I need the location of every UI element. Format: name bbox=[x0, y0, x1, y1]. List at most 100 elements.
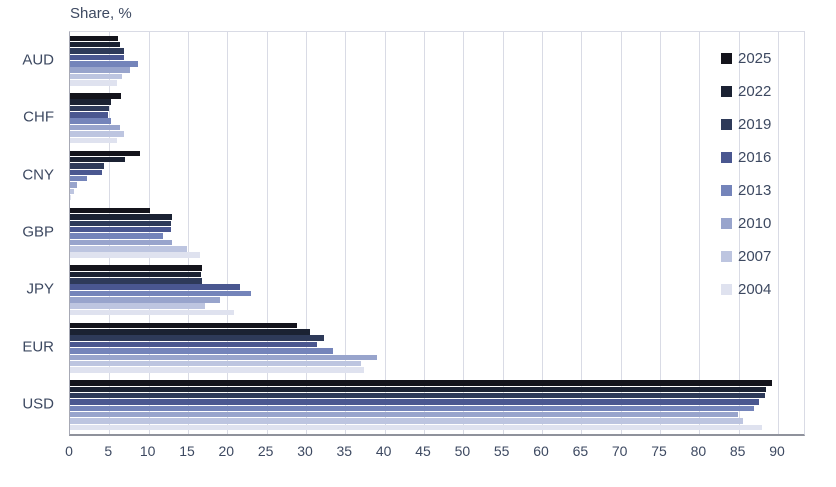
x-axis-tick-label-5: 5 bbox=[104, 443, 113, 459]
x-axis-tick-label-85: 85 bbox=[729, 443, 746, 459]
bar-chf-2010 bbox=[70, 124, 120, 131]
legend-item-2022: 2022 bbox=[721, 75, 771, 108]
x-axis-tick-label-50: 50 bbox=[454, 443, 471, 459]
gridline-40 bbox=[384, 32, 386, 434]
bar-aud-2016 bbox=[70, 54, 125, 61]
bar-cny-2007 bbox=[70, 188, 74, 195]
legend-label-2016: 2016 bbox=[738, 149, 772, 166]
bar-gbp-2010 bbox=[70, 239, 172, 246]
gridline-30 bbox=[306, 32, 307, 434]
x-axis-tick-label-90: 90 bbox=[769, 443, 785, 459]
x-axis-tick-label-15: 15 bbox=[179, 443, 195, 459]
gridline-75 bbox=[660, 32, 661, 434]
gridline-15 bbox=[188, 32, 189, 434]
gridline-65 bbox=[581, 32, 583, 434]
legend-item-2025: 2025 bbox=[721, 42, 771, 75]
bar-jpy-2004 bbox=[70, 309, 234, 316]
gridline-50 bbox=[463, 32, 465, 434]
chart-title: Share, % bbox=[70, 5, 132, 22]
legend-item-2007: 2007 bbox=[721, 240, 771, 273]
legend-label-2022: 2022 bbox=[738, 83, 772, 100]
gridline-45 bbox=[424, 32, 425, 434]
x-axis-tick-label-75: 75 bbox=[651, 443, 667, 459]
bar-usd-2019 bbox=[70, 392, 765, 399]
bar-cny-2010 bbox=[70, 182, 78, 188]
bar-chf-2025 bbox=[70, 93, 122, 99]
bar-jpy-2016 bbox=[70, 284, 240, 290]
bar-chf-2007 bbox=[70, 131, 124, 137]
bar-jpy-2013 bbox=[70, 290, 251, 297]
gridline-20 bbox=[227, 32, 229, 434]
legend: 2025 2022 2019 2016 2013 2010 2007 2004 bbox=[721, 42, 771, 306]
bar-eur-2019 bbox=[70, 335, 325, 341]
x-axis-tick-label-55: 55 bbox=[493, 443, 510, 459]
legend-label-2025: 2025 bbox=[738, 50, 772, 67]
y-axis-label-eur: EUR bbox=[22, 338, 54, 356]
x-axis-tick-label-60: 60 bbox=[533, 443, 549, 459]
bar-cny-2016 bbox=[70, 169, 102, 176]
bar-aud-2010 bbox=[70, 67, 130, 73]
legend-label-2007: 2007 bbox=[738, 248, 772, 265]
bar-eur-2010 bbox=[70, 354, 377, 361]
bar-aud-2004 bbox=[70, 80, 118, 86]
bar-cny-2022 bbox=[70, 156, 126, 163]
gridline-70 bbox=[620, 32, 622, 434]
gridline-90 bbox=[778, 32, 779, 434]
legend-swatch-2010 bbox=[721, 218, 732, 229]
legend-swatch-2004 bbox=[721, 284, 732, 295]
legend-swatch-2019 bbox=[721, 119, 732, 130]
gridline-55 bbox=[502, 32, 504, 434]
bar-eur-2025 bbox=[70, 322, 298, 329]
legend-item-2010: 2010 bbox=[721, 207, 771, 240]
bar-chf-2013 bbox=[70, 118, 111, 124]
bar-eur-2022 bbox=[70, 329, 310, 335]
x-axis-tick-label-40: 40 bbox=[375, 443, 392, 459]
legend-label-2013: 2013 bbox=[738, 182, 772, 199]
bar-gbp-2004 bbox=[70, 252, 200, 258]
y-axis-label-usd: USD bbox=[22, 395, 54, 413]
x-axis-tick-label-0: 0 bbox=[65, 443, 73, 459]
gridline-80 bbox=[699, 32, 701, 434]
legend-swatch-2013 bbox=[721, 185, 732, 196]
bar-cny-2025 bbox=[70, 150, 140, 157]
x-axis-tick-label-35: 35 bbox=[336, 443, 353, 459]
x-axis-tick-label-45: 45 bbox=[415, 443, 431, 459]
bar-chf-2022 bbox=[70, 99, 111, 105]
gridline-10 bbox=[148, 32, 150, 434]
y-axis-label-gbp: GBP bbox=[22, 223, 54, 241]
bar-jpy-2010 bbox=[70, 297, 220, 303]
gridline-25 bbox=[266, 32, 268, 434]
x-axis-tick-label-65: 65 bbox=[572, 443, 589, 459]
bar-chf-2016 bbox=[70, 112, 108, 118]
plot-area bbox=[69, 31, 805, 436]
x-axis-tick-label-30: 30 bbox=[297, 443, 313, 459]
bar-eur-2007 bbox=[70, 360, 362, 367]
bar-aud-2013 bbox=[70, 61, 138, 67]
bar-usd-2013 bbox=[70, 405, 755, 412]
bar-jpy-2019 bbox=[70, 278, 203, 284]
x-axis-tick-label-80: 80 bbox=[690, 443, 707, 459]
legend-swatch-2025 bbox=[721, 53, 732, 64]
bar-aud-2019 bbox=[70, 48, 124, 54]
bar-aud-2022 bbox=[70, 41, 121, 48]
bar-usd-2010 bbox=[70, 411, 738, 418]
bar-gbp-2025 bbox=[70, 207, 151, 214]
legend-label-2004: 2004 bbox=[738, 281, 772, 298]
legend-swatch-2022 bbox=[721, 86, 732, 97]
bar-jpy-2022 bbox=[70, 271, 202, 278]
bar-eur-2016 bbox=[70, 341, 317, 348]
gridline-85 bbox=[738, 32, 740, 434]
bar-aud-2025 bbox=[70, 35, 118, 42]
bar-cny-2019 bbox=[70, 163, 104, 169]
x-axis-tick-label-10: 10 bbox=[139, 443, 156, 459]
bar-gbp-2016 bbox=[70, 226, 171, 233]
bar-gbp-2007 bbox=[70, 246, 188, 252]
legend-item-2004: 2004 bbox=[721, 273, 771, 306]
bar-usd-2004 bbox=[70, 424, 763, 431]
legend-label-2010: 2010 bbox=[738, 215, 772, 232]
legend-label-2019: 2019 bbox=[738, 116, 772, 133]
y-axis-label-chf: CHF bbox=[23, 108, 54, 126]
gridline-5 bbox=[109, 32, 111, 434]
x-axis-tick-label-70: 70 bbox=[611, 443, 628, 459]
bar-chf-2019 bbox=[70, 105, 109, 112]
